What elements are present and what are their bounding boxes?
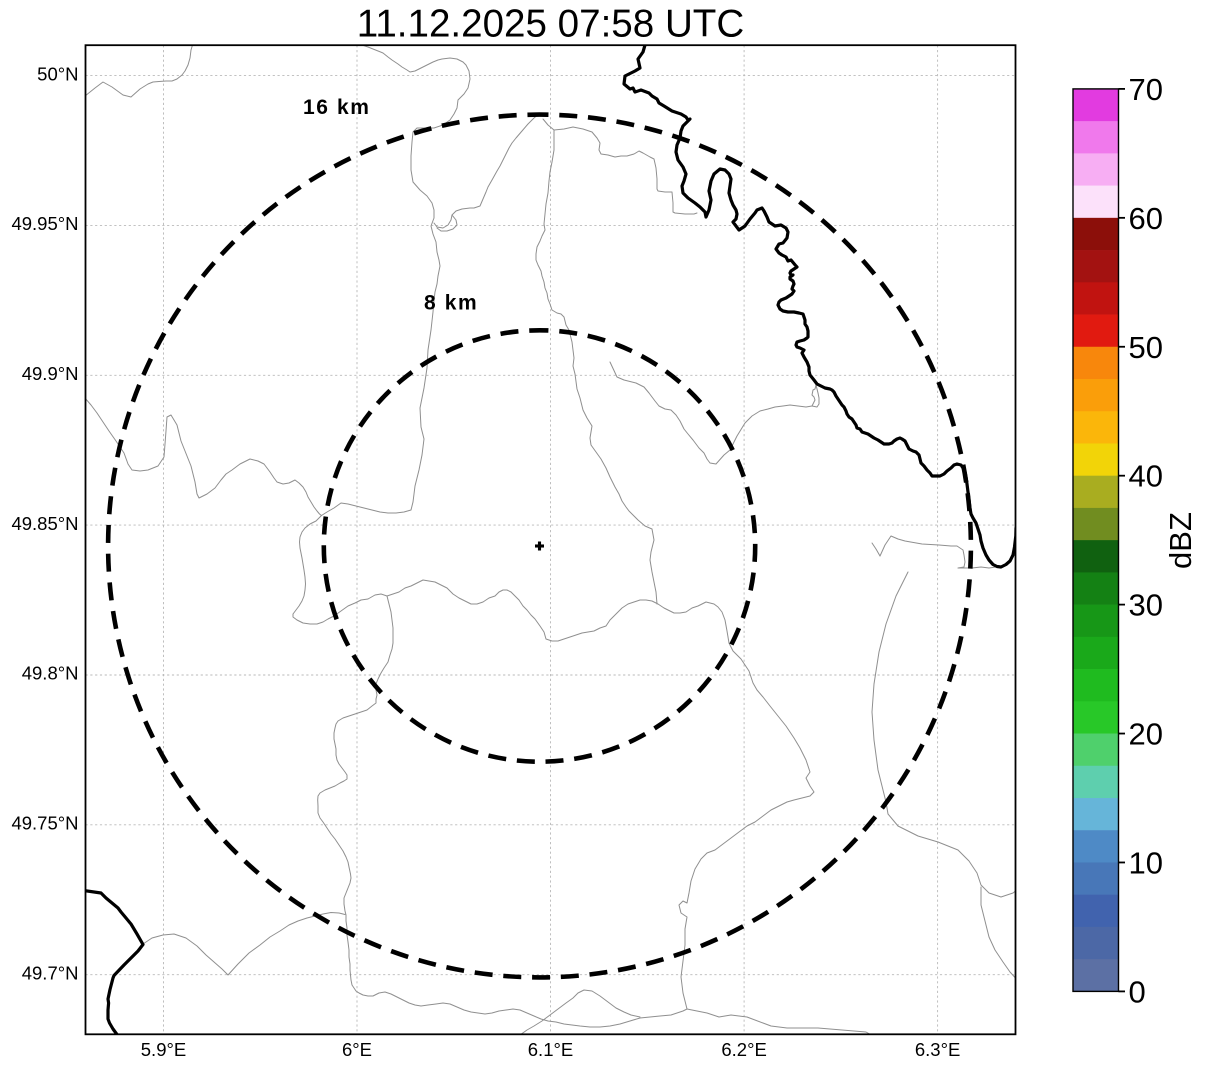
svg-text:49.7°N: 49.7°N [22,962,79,983]
svg-text:20: 20 [1129,717,1163,752]
svg-text:50: 50 [1129,330,1163,365]
svg-text:60: 60 [1129,201,1163,236]
svg-text:49.9°N: 49.9°N [22,363,79,384]
svg-text:49.75°N: 49.75°N [11,813,78,834]
svg-text:6.3°E: 6.3°E [915,1039,960,1060]
svg-text:70: 70 [1129,72,1163,107]
svg-text:6°E: 6°E [342,1039,372,1060]
svg-text:8 km: 8 km [424,292,478,315]
svg-text:30: 30 [1129,588,1163,623]
svg-text:0: 0 [1129,974,1146,1009]
svg-text:dBZ: dBZ [1163,512,1198,569]
svg-text:40: 40 [1129,459,1163,494]
svg-text:49.95°N: 49.95°N [11,213,78,234]
svg-text:49.8°N: 49.8°N [22,663,79,684]
svg-text:6.1°E: 6.1°E [528,1039,573,1060]
svg-text:49.85°N: 49.85°N [11,513,78,534]
svg-text:50°N: 50°N [37,63,78,84]
svg-text:10: 10 [1129,845,1163,880]
svg-text:11.12.2025 07:58 UTC: 11.12.2025 07:58 UTC [357,3,744,46]
svg-text:16 km: 16 km [303,96,371,119]
svg-text:5.9°E: 5.9°E [141,1039,186,1060]
svg-text:6.2°E: 6.2°E [721,1039,766,1060]
